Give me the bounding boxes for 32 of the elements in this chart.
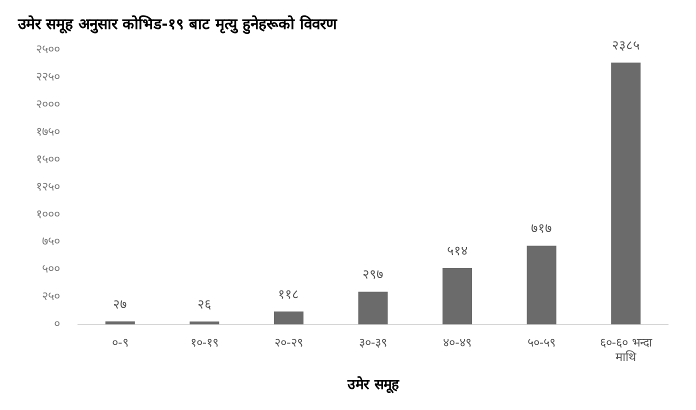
bar bbox=[442, 268, 472, 324]
y-tick-label: ० bbox=[54, 316, 60, 331]
x-tick-label: १०-१९ bbox=[190, 336, 219, 350]
y-tick-label: १२५० bbox=[36, 179, 60, 194]
y-tick-label: १५०० bbox=[36, 152, 60, 166]
y-tick-label: १००० bbox=[36, 206, 60, 221]
x-tick-label: ५०-५९ bbox=[527, 336, 556, 350]
data-label: २६ bbox=[197, 297, 212, 312]
bar bbox=[274, 311, 304, 324]
data-label: २९७ bbox=[362, 268, 384, 283]
x-axis-title: उमेर समूह bbox=[346, 376, 400, 394]
x-tick-label: २०-२९ bbox=[274, 336, 303, 350]
data-label: ५१४ bbox=[446, 244, 468, 259]
y-tick-label: २५० bbox=[42, 289, 60, 304]
data-label: २३८५ bbox=[612, 38, 640, 54]
x-tick-label: ६०-६० भन्दा माथि bbox=[600, 336, 653, 364]
data-label: ७१७ bbox=[531, 222, 552, 237]
bar bbox=[358, 292, 388, 324]
bar bbox=[611, 62, 641, 324]
y-tick-label: २००० bbox=[36, 97, 60, 112]
x-tick-label: ३०-३९ bbox=[358, 336, 388, 350]
x-tick-label: ४०-४९ bbox=[443, 336, 472, 350]
y-tick-label: २५०० bbox=[36, 42, 60, 56]
y-tick-label: २२५० bbox=[36, 70, 60, 84]
data-label: ११८ bbox=[278, 287, 300, 302]
bar bbox=[526, 246, 556, 324]
chart-title: उमेर समूह अनुसार कोभिड-१९ बाट मृत्यु हुनेहरूको विवरण bbox=[17, 14, 338, 35]
y-tick-label: ५०० bbox=[42, 262, 60, 276]
y-tick-label: ७५० bbox=[42, 234, 60, 248]
data-label: २७ bbox=[113, 297, 128, 312]
y-tick-label: १७५० bbox=[36, 124, 60, 138]
x-tick-label: ०-९ bbox=[112, 336, 128, 350]
